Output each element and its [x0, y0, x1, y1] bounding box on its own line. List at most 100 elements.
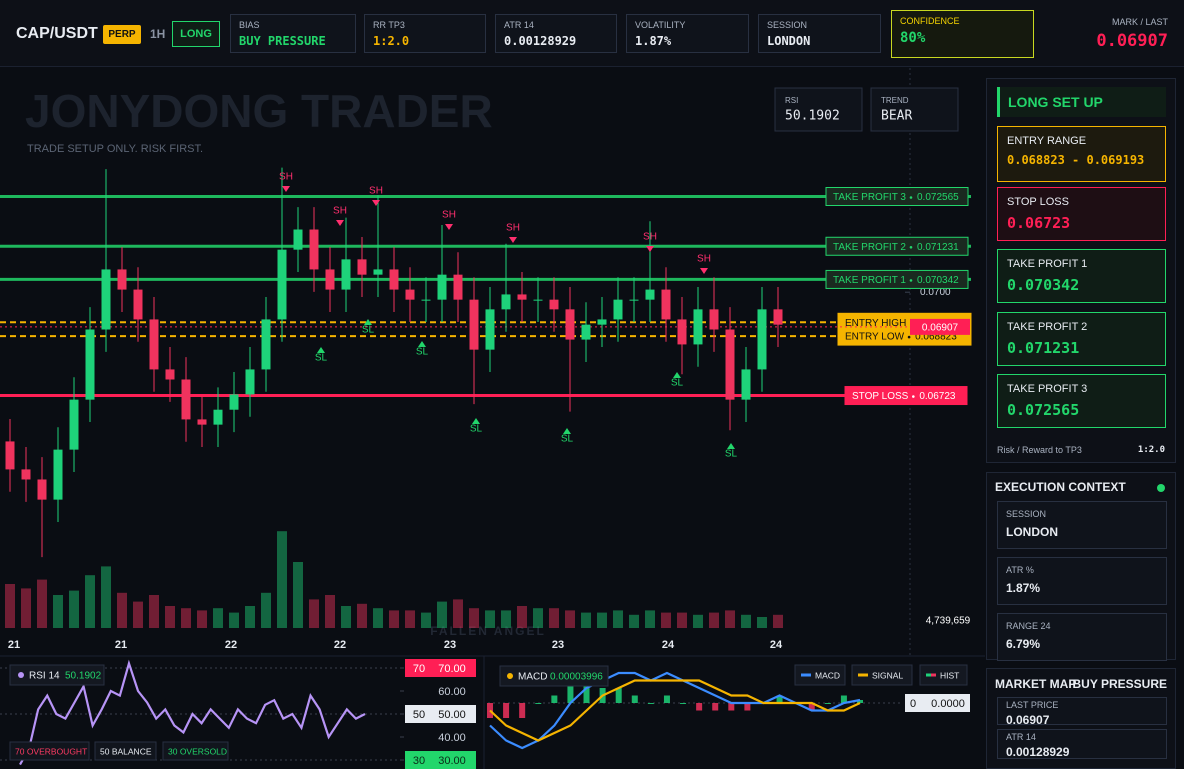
card-label: TAKE PROFIT 1 [1007, 258, 1088, 270]
x-tick-label: 24 [770, 639, 783, 651]
pivot-arrow [673, 372, 681, 378]
context-item: RANGE 24 6.79% [997, 613, 1167, 661]
candle-body [37, 479, 47, 500]
stat-value: 0.00128929 [504, 34, 577, 48]
macd-legend-label: MACD [815, 670, 840, 680]
info-label: RSI [785, 96, 798, 105]
macd-legend-box [919, 664, 968, 686]
x-tick-label: 24 [662, 639, 675, 651]
volume-bar [69, 590, 79, 628]
pivot-arrow [509, 237, 517, 243]
setup-panel: LONG SET UP ENTRY RANGE 0.068823 - 0.0691… [986, 78, 1176, 463]
info-label: TREND [881, 96, 909, 105]
macd-title: MACD [518, 672, 547, 683]
card-label: TAKE PROFIT 3 [1007, 383, 1088, 395]
badge: PERP [103, 25, 141, 44]
volume-bar [533, 608, 543, 628]
volume-bar [165, 606, 175, 628]
level-badge [844, 386, 968, 406]
info-value: 50.1902 [785, 109, 840, 124]
volume-bar [757, 617, 767, 628]
pivot-label: SL [416, 347, 429, 358]
candle-body [741, 369, 751, 400]
item-value: 6.79% [1006, 637, 1041, 651]
level-value: 0.070342 [917, 275, 959, 286]
pivot-arrow [727, 443, 735, 449]
pivot-label: SL [561, 434, 574, 445]
pivot-arrow [282, 186, 290, 192]
candle-body [597, 319, 607, 325]
level-badge [825, 186, 969, 206]
timeframe: 1H [150, 27, 166, 41]
volume-bar [597, 612, 607, 628]
chart-area: JONYDONG TRADER TRADE SETUP ONLY. RISK F… [0, 68, 985, 769]
rsi-level-badge [405, 705, 476, 723]
volume-bar [709, 612, 719, 628]
setup-card: TAKE PROFIT 3 0.072565 [997, 374, 1166, 428]
macd-hist-bar [551, 695, 558, 703]
last-price-badge [910, 318, 970, 335]
volume-bar [485, 610, 495, 628]
volume-bar [613, 610, 623, 628]
pivot-label: SL [725, 449, 738, 460]
mark-label: MARK / LAST [1111, 17, 1168, 27]
candle-body [549, 299, 559, 310]
volume-bar [549, 608, 559, 628]
pivot-label: SH [333, 206, 347, 217]
macd-hist-bar [647, 703, 654, 704]
volume-bar [21, 588, 31, 628]
macd-hist-bar [615, 688, 622, 703]
volume-bar [725, 610, 735, 628]
level-value: 0.071231 [917, 242, 959, 253]
volume-bar [437, 601, 447, 628]
macd-tick-label: 0.0000 [931, 698, 965, 710]
macd-hist-bar [744, 703, 751, 711]
candle-body [165, 369, 175, 380]
level-badge [825, 236, 969, 256]
pivot-arrow [364, 319, 372, 325]
macd-hist-bar [824, 703, 831, 704]
macd-hist-bar [519, 703, 526, 718]
candle-body [5, 441, 15, 470]
candle-body [341, 259, 351, 290]
level-badge [825, 269, 969, 289]
level-value: 0.068823 [915, 332, 957, 343]
volume-bar [309, 599, 319, 628]
pivot-arrow [372, 200, 380, 206]
rsi-legend-box [94, 741, 157, 761]
macd-hist-bar [535, 703, 542, 704]
volume-bar [325, 595, 335, 628]
pivot-label: SH [506, 223, 520, 234]
macd-hist-bar [567, 680, 574, 703]
candle-body [149, 319, 159, 370]
candle-body [213, 409, 223, 425]
level-label: TAKE PROFIT 2 [833, 242, 906, 253]
stat: ATR 14 0.00128929 [495, 14, 617, 53]
x-tick-label: 23 [552, 639, 564, 651]
stat-label: ATR 14 [504, 20, 534, 30]
rsi-dot [18, 672, 24, 678]
stat-value: LONDON [767, 34, 811, 48]
mark-value: 0.06907 [1096, 31, 1168, 51]
candle-body [517, 294, 527, 300]
macd-hist-bar [503, 703, 510, 718]
candle-body [357, 259, 367, 275]
item-label: RANGE 24 [1006, 621, 1051, 631]
level-label: TAKE PROFIT 3 [833, 192, 906, 203]
macd-legend-box [851, 664, 913, 686]
volume-bar [293, 562, 303, 628]
volume-bar [181, 608, 191, 628]
candle-body [661, 289, 671, 320]
level-sep [907, 335, 911, 339]
candle-body [261, 319, 271, 370]
candle-body [677, 319, 687, 345]
volume-bar [5, 584, 15, 628]
volume-bar [773, 614, 783, 628]
volume-bar [341, 606, 351, 628]
candle-body [709, 309, 719, 330]
volume-bar [85, 575, 95, 628]
level-label: TAKE PROFIT 1 [833, 275, 906, 286]
watermark-subtitle: TRADE SETUP ONLY. RISK FIRST. [27, 143, 203, 155]
item-value: 0.00128929 [1006, 745, 1070, 759]
